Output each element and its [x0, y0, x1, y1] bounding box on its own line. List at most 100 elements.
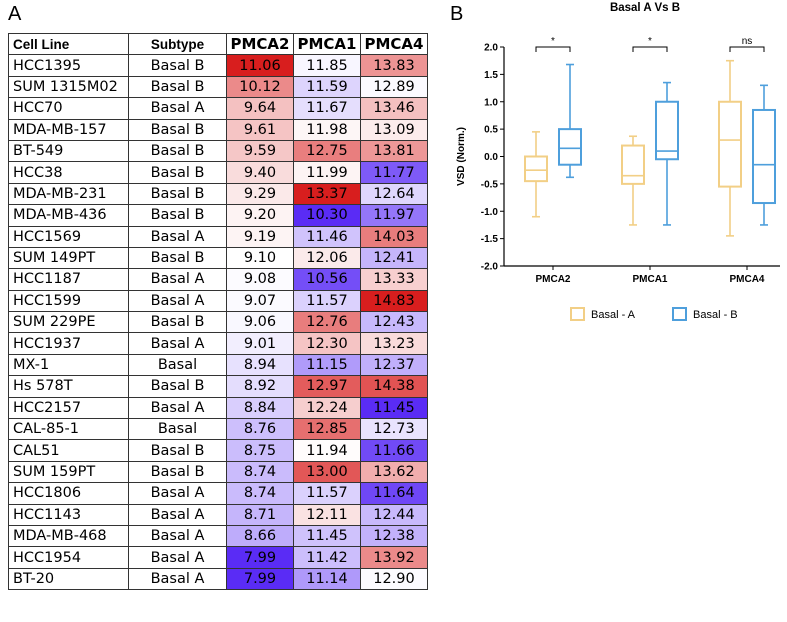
heatmap-cell: 13.23: [360, 332, 428, 355]
cell-line-name: CAL51: [8, 439, 129, 462]
header-pmca4: PMCA4: [360, 32, 428, 56]
cell-subtype: Basal B: [128, 139, 227, 163]
heatmap-cell: 9.01: [226, 332, 294, 355]
heatmap-cell: 10.30: [293, 204, 361, 227]
heatmap-cell: 8.94: [226, 353, 294, 377]
heatmap-row: HCC38 Basal B 9.40 11.99 11.77: [8, 161, 428, 184]
heatmap-cell: 11.59: [293, 75, 361, 99]
cell-subtype: Basal A: [128, 524, 227, 548]
x-tick-label: PMCA1: [632, 274, 667, 285]
heatmap-cell: 9.64: [226, 97, 294, 120]
heatmap-cell: 11.94: [293, 439, 361, 462]
heatmap-row: MX-1 Basal 8.94 11.15 12.37: [8, 353, 428, 377]
heatmap-row: HCC1806 Basal A 8.74 11.57 11.64: [8, 482, 428, 505]
heatmap-cell: 11.14: [293, 567, 361, 591]
box-plot-chart: Basal A Vs B 2.0 1.5 1.0 0.5 0.0 -0.5 -1.0 -1.5 -…: [456, 2, 780, 321]
heatmap-cell: 12.24: [293, 396, 361, 420]
heatmap-cell: 9.06: [226, 311, 294, 334]
heatmap-cell: 8.84: [226, 396, 294, 420]
cell-subtype: Basal B: [128, 439, 227, 462]
heatmap-cell: 8.74: [226, 460, 294, 484]
heatmap-cell: 9.59: [226, 139, 294, 163]
heatmap-cell: 11.99: [293, 161, 361, 184]
heatmap-cell: 8.75: [226, 439, 294, 462]
heatmap-cell: 12.11: [293, 503, 361, 526]
significance-label: ns: [742, 36, 753, 47]
heatmap-cell: 11.67: [293, 97, 361, 120]
y-axis-label: VSD (Norm.): [456, 127, 467, 186]
heatmap-cell: 13.92: [360, 546, 428, 569]
heatmap-cell: 12.76: [293, 311, 361, 334]
heatmap-cell: 8.71: [226, 503, 294, 526]
heatmap-cell: 12.73: [360, 418, 428, 441]
heatmap-body: HCC1395 Basal B 11.06 11.85 13.83 SUM 1315M02…: [8, 54, 428, 591]
y-tick-label: 1.0: [484, 97, 498, 108]
heatmap-cell: 11.45: [293, 524, 361, 548]
heatmap-cell: 12.38: [360, 524, 428, 548]
heatmap-cell: 14.83: [360, 289, 428, 313]
heatmap-cell: 8.76: [226, 418, 294, 441]
cell-subtype: Basal: [128, 353, 227, 377]
heatmap-row: CAL-85-1 Basal 8.76 12.85 12.73: [8, 418, 428, 441]
cell-subtype: Basal A: [128, 97, 227, 120]
y-tick-label: 0.5: [484, 125, 498, 136]
cell-line-name: HCC1954: [8, 546, 129, 569]
significance-label: *: [648, 36, 652, 47]
heatmap-row: HCC1954 Basal A 7.99 11.42 13.92: [8, 546, 428, 569]
cell-line-name: MX-1: [8, 353, 129, 377]
cell-subtype: Basal A: [128, 546, 227, 569]
cell-line-name: HCC1599: [8, 289, 129, 313]
heatmap-cell: 14.03: [360, 225, 428, 248]
chart-title: Basal A Vs B: [610, 2, 680, 14]
heatmap-cell: 13.83: [360, 54, 428, 77]
heatmap-cell: 8.74: [226, 482, 294, 505]
x-tick-label: PMCA4: [729, 274, 764, 285]
cell-subtype: Basal A: [128, 225, 227, 248]
cell-line-name: MDA-MB-468: [8, 524, 129, 548]
y-tick-label: 0.0: [484, 152, 498, 163]
box-iqr: [558, 128, 582, 166]
heatmap-header-row: Cell Line Subtype PMCA2 PMCA1 PMCA4: [8, 32, 428, 56]
cell-subtype: Basal B: [128, 161, 227, 184]
header-pmca1: PMCA1: [293, 32, 361, 56]
heatmap-cell: 9.19: [226, 225, 294, 248]
heatmap-row: SUM 149PT Basal B 9.10 12.06 12.41: [8, 246, 428, 270]
cell-line-name: BT-549: [8, 139, 129, 163]
heatmap-cell: 11.15: [293, 353, 361, 377]
heatmap-cell: 12.41: [360, 246, 428, 270]
cell-line-name: BT-20: [8, 567, 129, 591]
heatmap-row: MDA-MB-231 Basal B 9.29 13.37 12.64: [8, 182, 428, 206]
heatmap-cell: 9.10: [226, 246, 294, 270]
heatmap-cell: 13.46: [360, 97, 428, 120]
heatmap-cell: 13.62: [360, 460, 428, 484]
cell-line-name: HCC1937: [8, 332, 129, 355]
heatmap-cell: 12.43: [360, 311, 428, 334]
cell-line-name: MDA-MB-231: [8, 182, 129, 206]
cell-line-name: SUM 1315M02: [8, 75, 129, 99]
heatmap-row: HCC1395 Basal B 11.06 11.85 13.83: [8, 54, 428, 77]
y-tick-label: 2.0: [484, 43, 498, 54]
cell-subtype: Basal A: [128, 482, 227, 505]
header-pmca2: PMCA2: [226, 32, 294, 56]
box-iqr: [752, 108, 776, 205]
heatmap-cell: 12.75: [293, 139, 361, 163]
heatmap-cell: 12.85: [293, 418, 361, 441]
heatmap-cell: 13.00: [293, 460, 361, 484]
heatmap-row: Hs 578T Basal B 8.92 12.97 14.38: [8, 375, 428, 398]
heatmap-row: HCC1569 Basal A 9.19 11.46 14.03: [8, 225, 428, 248]
heatmap-row: BT-20 Basal A 7.99 11.14 12.90: [8, 567, 428, 591]
cell-line-name: SUM 159PT: [8, 460, 129, 484]
y-tick-label: -0.5: [481, 179, 499, 190]
heatmap-cell: 9.08: [226, 268, 294, 291]
cell-line-name: MDA-MB-157: [8, 118, 129, 141]
heatmap-row: BT-549 Basal B 9.59 12.75 13.81: [8, 139, 428, 163]
heatmap-cell: 9.29: [226, 182, 294, 206]
cell-subtype: Basal A: [128, 268, 227, 291]
cell-subtype: Basal A: [128, 332, 227, 355]
panel-label-a: A: [8, 3, 22, 25]
heatmap-cell: 12.89: [360, 75, 428, 99]
cell-subtype: Basal B: [128, 75, 227, 99]
heatmap-row: HCC1937 Basal A 9.01 12.30 13.23: [8, 332, 428, 355]
cell-subtype: Basal B: [128, 204, 227, 227]
heatmap-cell: 9.61: [226, 118, 294, 141]
